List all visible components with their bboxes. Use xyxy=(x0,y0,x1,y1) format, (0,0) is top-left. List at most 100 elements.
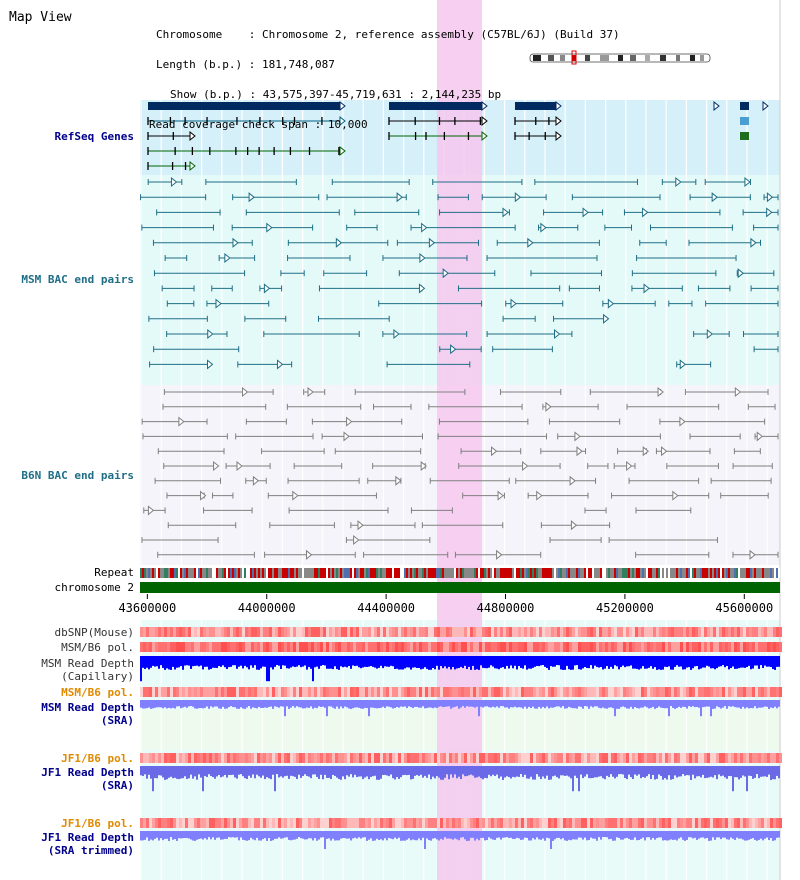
depth-bar xyxy=(776,700,778,709)
depth-bar xyxy=(760,656,762,666)
repeat-segment xyxy=(298,568,300,578)
depth-bar xyxy=(148,766,150,775)
heat-cell xyxy=(710,753,713,763)
track-label-b6n-bac[interactable]: B6N BAC end pairs xyxy=(21,469,134,482)
depth-bar xyxy=(490,700,492,708)
depth-bar xyxy=(682,831,684,840)
heat-cell xyxy=(617,627,620,637)
heat-cell xyxy=(734,687,737,697)
track-label-jf1-depth-sra[interactable]: JF1 Read Depth xyxy=(41,766,134,779)
track-label-jf1-depth-trimmed[interactable]: JF1 Read Depth xyxy=(41,831,134,844)
heat-cell xyxy=(425,818,428,828)
depth-bar xyxy=(428,766,430,775)
axis-tick-label: 45200000 xyxy=(596,601,654,615)
track-label-msm-b6-pol-1[interactable]: MSM/B6 pol. xyxy=(61,641,134,654)
heat-cell xyxy=(347,627,350,637)
heat-cell xyxy=(269,627,272,637)
heat-cell xyxy=(401,627,404,637)
depth-bar xyxy=(240,766,242,775)
depth-bar xyxy=(750,831,752,839)
depth-bar xyxy=(270,656,272,668)
heat-cell xyxy=(341,642,344,652)
bac-end-arrow xyxy=(675,176,682,188)
track-label-repeat[interactable]: Repeat xyxy=(94,566,134,579)
depth-bar xyxy=(622,766,624,775)
bac-end-arrow xyxy=(502,207,509,218)
heat-cell xyxy=(686,627,689,637)
heat-cell xyxy=(743,818,746,828)
depth-bar xyxy=(300,700,302,708)
track-label-dbsnp[interactable]: dbSNP(Mouse) xyxy=(54,626,134,639)
track-label-jf1-b6-pol-2[interactable]: JF1/B6 pol. xyxy=(61,817,134,830)
depth-bar xyxy=(566,700,568,709)
repeat-segment xyxy=(390,568,392,578)
depth-bar xyxy=(266,656,268,682)
depth-bar xyxy=(538,831,540,840)
depth-bar xyxy=(312,700,314,709)
heat-cell xyxy=(167,818,170,828)
heat-cell xyxy=(203,687,206,697)
repeat-segment xyxy=(582,568,584,578)
track-label-chromosome[interactable]: chromosome 2 xyxy=(54,581,134,594)
heat-cell xyxy=(416,687,419,697)
heat-cell xyxy=(773,687,776,697)
strand-arrow xyxy=(481,115,488,127)
heat-cell xyxy=(677,687,680,697)
track-label-msm-depth-capillary[interactable]: MSM Read Depth xyxy=(41,657,134,670)
depth-bar xyxy=(152,831,154,841)
track-label-msm-bac[interactable]: MSM BAC end pairs xyxy=(21,273,134,286)
heat-cell xyxy=(554,627,557,637)
heat-cell xyxy=(353,687,356,697)
depth-bar xyxy=(294,831,296,840)
depth-bar xyxy=(476,700,478,707)
track-label-jf1-b6-pol-1[interactable]: JF1/B6 pol. xyxy=(61,752,134,765)
repeat-segment xyxy=(548,568,550,578)
repeat-segment xyxy=(326,568,328,578)
depth-bar xyxy=(224,766,226,776)
heat-cell xyxy=(701,642,704,652)
depth-bar xyxy=(644,831,646,841)
repeat-segment xyxy=(354,568,356,578)
heat-cell xyxy=(335,753,338,763)
depth-bar xyxy=(530,700,532,709)
depth-bar xyxy=(600,656,602,667)
depth-bar xyxy=(646,700,648,708)
bac-end-arrow xyxy=(522,460,529,472)
depth-bar xyxy=(462,766,464,775)
depth-bar xyxy=(644,766,646,778)
bac-end-arrow xyxy=(200,490,207,501)
heat-cell xyxy=(539,627,542,637)
depth-bar xyxy=(684,656,686,670)
depth-bar xyxy=(678,656,680,667)
heat-cell xyxy=(659,687,662,697)
heat-cell xyxy=(683,627,686,637)
heat-cell xyxy=(593,642,596,652)
heat-cell xyxy=(302,818,305,828)
depth-bar xyxy=(502,831,504,838)
repeat-segment xyxy=(710,568,712,578)
repeat-segment xyxy=(406,568,408,578)
track-label-msm-b6-pol-2[interactable]: MSM/B6 pol. xyxy=(61,686,134,699)
repeat-segment xyxy=(464,568,466,578)
bac-end-arrow xyxy=(672,490,679,501)
depth-bar xyxy=(674,700,676,709)
repeat-segment xyxy=(252,568,254,578)
heat-cell xyxy=(164,642,167,652)
depth-bar xyxy=(662,831,664,841)
heat-cell xyxy=(182,818,185,828)
depth-bar xyxy=(588,831,590,840)
repeat-segment xyxy=(486,568,488,578)
heat-cell xyxy=(182,687,185,697)
depth-bar xyxy=(214,700,216,707)
heat-cell xyxy=(671,818,674,828)
repeat-segment xyxy=(308,568,310,578)
heat-cell xyxy=(380,753,383,763)
depth-bar xyxy=(768,831,770,841)
track-label-refseq[interactable]: RefSeq Genes xyxy=(54,130,134,143)
depth-bar xyxy=(276,766,278,775)
depth-bar xyxy=(438,656,440,670)
repeat-segment xyxy=(644,568,646,578)
depth-bar xyxy=(318,831,320,840)
track-label-msm-depth-sra[interactable]: MSM Read Depth xyxy=(41,701,134,714)
